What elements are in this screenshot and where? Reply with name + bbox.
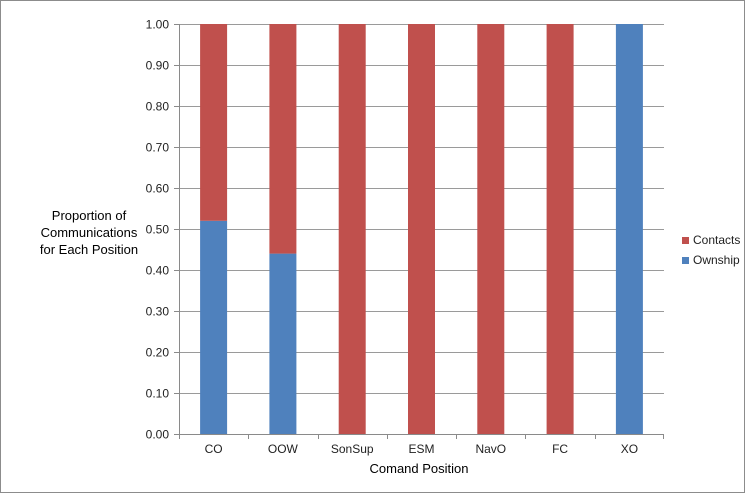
y-tick-label: 1.00 bbox=[146, 18, 170, 32]
bar-ownship-co bbox=[200, 220, 228, 434]
bar-contacts-fc bbox=[546, 24, 574, 434]
y-tick-label: 0.10 bbox=[146, 387, 170, 401]
y-tick-label: 0.20 bbox=[146, 346, 170, 360]
y-tick-label: 0.70 bbox=[146, 141, 170, 155]
bar-contacts-esm bbox=[408, 24, 435, 434]
x-tick-label: NavO bbox=[475, 442, 506, 456]
y-tick-label: 0.40 bbox=[146, 264, 170, 278]
legend-swatch-ownship bbox=[682, 257, 689, 264]
bar-contacts-co bbox=[200, 24, 228, 221]
bar-contacts-sonsup bbox=[338, 24, 366, 434]
y-axis-title-line: Communications bbox=[41, 225, 138, 240]
y-tick-label: 0.50 bbox=[146, 223, 170, 237]
x-tick-label: FC bbox=[552, 442, 568, 456]
x-tick-label: OOW bbox=[268, 442, 299, 456]
legend-swatch-contacts bbox=[682, 237, 689, 244]
x-tick-label: SonSup bbox=[331, 442, 374, 456]
y-tick-label: 0.60 bbox=[146, 182, 170, 196]
x-tick-label: XO bbox=[621, 442, 638, 456]
x-axis-title: Comand Position bbox=[370, 461, 469, 476]
y-tick-label: 0.90 bbox=[146, 59, 170, 73]
bar-ownship-xo bbox=[615, 24, 643, 434]
legend-label-ownship: Ownship bbox=[693, 253, 740, 267]
bar-contacts-oow bbox=[269, 24, 297, 254]
y-tick-label: 0.80 bbox=[146, 100, 170, 114]
y-axis-title: Proportion of Communications for Each Posi… bbox=[40, 208, 138, 257]
y-tick-label: 0.30 bbox=[146, 305, 170, 319]
legend: Contacts Ownship bbox=[682, 233, 740, 267]
y-tick-label: 0.00 bbox=[146, 428, 170, 442]
x-tick-label: ESM bbox=[408, 442, 434, 456]
x-tick-label: CO bbox=[205, 442, 223, 456]
axes: 0.00 0.10 0.20 0.30 0.40 0.50 0.60 0.70 0.80 0.90… bbox=[146, 18, 664, 456]
bar-contacts-navo bbox=[477, 24, 505, 434]
bar-ownship-oow bbox=[269, 253, 297, 434]
bars bbox=[200, 24, 643, 434]
legend-label-contacts: Contacts bbox=[693, 233, 740, 247]
y-axis-title-line: Proportion of bbox=[52, 208, 127, 223]
y-axis-title-line: for Each Position bbox=[40, 242, 138, 257]
